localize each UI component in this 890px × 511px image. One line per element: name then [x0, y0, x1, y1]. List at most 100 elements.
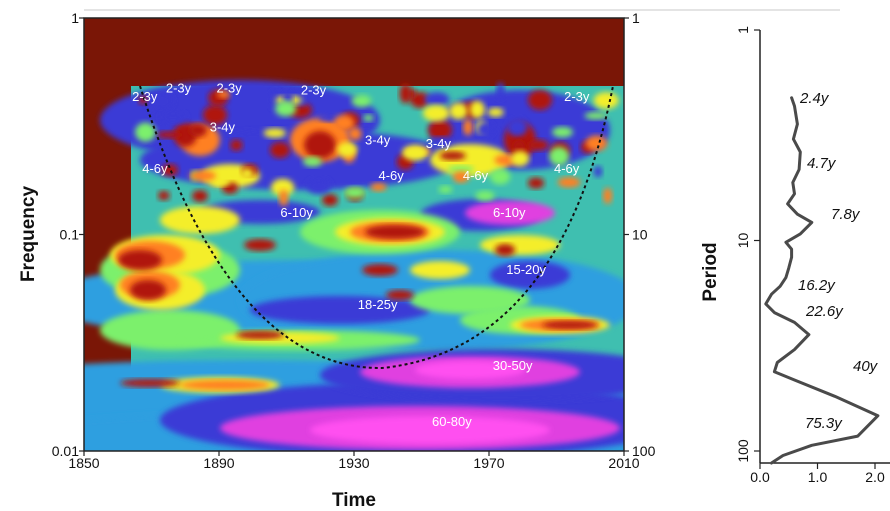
spectrum-x-ticks: 0.0 1.0 2.0	[750, 463, 885, 485]
band-label: 6-10y	[280, 205, 313, 220]
power-speckle	[333, 114, 355, 132]
band-label: 2-3y	[216, 80, 242, 95]
x-tick-label: 1930	[338, 455, 369, 471]
spectrum-x-tick-label: 1.0	[808, 469, 828, 485]
global-spectrum-panel: 1 10 100 0.0 1.0 2.0 2.4y 4.7y 7.8y 16.2y 22.6y 4…	[700, 26, 890, 485]
power-blob	[480, 235, 560, 255]
power-speckle	[399, 83, 412, 104]
power-blob	[160, 206, 240, 234]
power-blob	[362, 264, 398, 276]
band-label: 2-3y	[301, 82, 327, 97]
y2-tick-label: 10	[632, 227, 648, 243]
peak-label: 2.4y	[799, 90, 830, 107]
band-label: 2-3y	[564, 89, 590, 104]
power-speckle	[452, 171, 469, 183]
power-speckle	[217, 90, 230, 99]
power-speckle	[463, 118, 473, 136]
power-speckle	[138, 95, 148, 105]
spectrum-y-ticks: 1 10 100	[735, 26, 760, 463]
power-blob	[310, 416, 550, 444]
spectrum-curve	[764, 96, 880, 465]
y-tick-label: 1	[71, 10, 79, 26]
power-blob	[118, 250, 162, 270]
band-label: 15-20y	[506, 262, 546, 277]
y2-tick-label: 1	[632, 10, 640, 26]
y-tick-label: 0.01	[52, 443, 79, 459]
power-speckle	[424, 92, 450, 107]
power-speckle	[439, 151, 466, 161]
power-blob	[322, 194, 338, 206]
power-speckle	[428, 137, 452, 148]
power-speckle	[438, 185, 453, 194]
power-blobs	[84, 80, 624, 451]
band-label: 30-50y	[493, 358, 533, 373]
peak-label: 75.3y	[805, 415, 843, 432]
power-blob	[162, 164, 178, 176]
power-blob	[270, 142, 290, 158]
power-speckle	[188, 123, 207, 137]
peak-label: 4.7y	[807, 155, 837, 172]
power-blob	[386, 290, 414, 300]
power-speckle	[475, 190, 495, 201]
band-label: 18-25y	[358, 297, 398, 312]
power-speckle	[263, 128, 286, 138]
power-speckle	[584, 111, 608, 120]
band-label: 4-6y	[378, 168, 404, 183]
band-label: 2-3y	[132, 89, 158, 104]
power-speckle	[593, 92, 619, 109]
y-tick-label: 0.1	[60, 227, 80, 243]
power-speckle	[511, 150, 530, 167]
x-tick-label: 1850	[68, 455, 99, 471]
band-label: 4-6y	[142, 161, 168, 176]
peak-label: 7.8y	[831, 206, 861, 223]
power-speckle	[402, 144, 429, 161]
power-speckle	[159, 111, 187, 124]
band-label: 6-10y	[493, 205, 526, 220]
power-speckle	[344, 186, 366, 199]
band-label: 2-3y	[166, 80, 192, 95]
power-speckle	[549, 146, 570, 166]
power-blob	[304, 131, 336, 159]
band-label: 3-4y	[426, 136, 452, 151]
power-blob	[250, 296, 430, 324]
power-blob	[203, 105, 227, 125]
power-speckle	[527, 177, 545, 189]
power-blob	[495, 244, 515, 256]
power-speckle	[447, 165, 475, 173]
power-speckle	[230, 139, 243, 151]
power-speckle	[477, 122, 494, 137]
spectrum-y-tick-label: 1	[735, 26, 751, 34]
power-speckle	[306, 178, 332, 195]
power-speckle	[527, 139, 549, 151]
peak-labels: 2.4y 4.7y 7.8y 16.2y 22.6y 40y 75.3y	[798, 90, 879, 432]
power-speckle	[469, 100, 485, 119]
spectrum-x-tick-label: 2.0	[865, 469, 885, 485]
power-speckle	[337, 141, 358, 158]
y2-tick-label: 100	[632, 443, 656, 459]
band-labels: 2-3y 2-3y 2-3y 2-3y 2-3y 3-4y 3-4y 3-4y 4-6y 4-6y…	[132, 80, 590, 429]
wavelet-panel	[84, 18, 624, 451]
power-speckle	[585, 135, 608, 151]
power-speckle	[157, 190, 170, 201]
spectrum-y-axis-label: Period	[700, 242, 721, 301]
power-blob	[410, 286, 530, 314]
band-label: 3-4y	[365, 133, 391, 148]
y-axis-right: 1 10 100	[624, 10, 656, 459]
power-speckle	[146, 91, 174, 111]
power-blob	[120, 379, 180, 387]
power-speckle	[156, 131, 182, 139]
power-speckle	[211, 177, 231, 187]
peak-label: 40y	[853, 358, 879, 375]
power-blob	[192, 190, 208, 202]
power-blob	[428, 120, 452, 140]
x-axis: 1850 1890 1930 1970 2010	[68, 451, 640, 471]
power-speckle	[506, 118, 528, 137]
power-blob	[365, 225, 425, 239]
power-speckle	[189, 170, 217, 182]
band-label: 4-6y	[463, 168, 489, 183]
power-speckle	[278, 189, 289, 207]
power-speckle	[363, 114, 374, 122]
spectrum-y-tick-label: 100	[735, 439, 751, 463]
power-speckle	[351, 94, 372, 108]
